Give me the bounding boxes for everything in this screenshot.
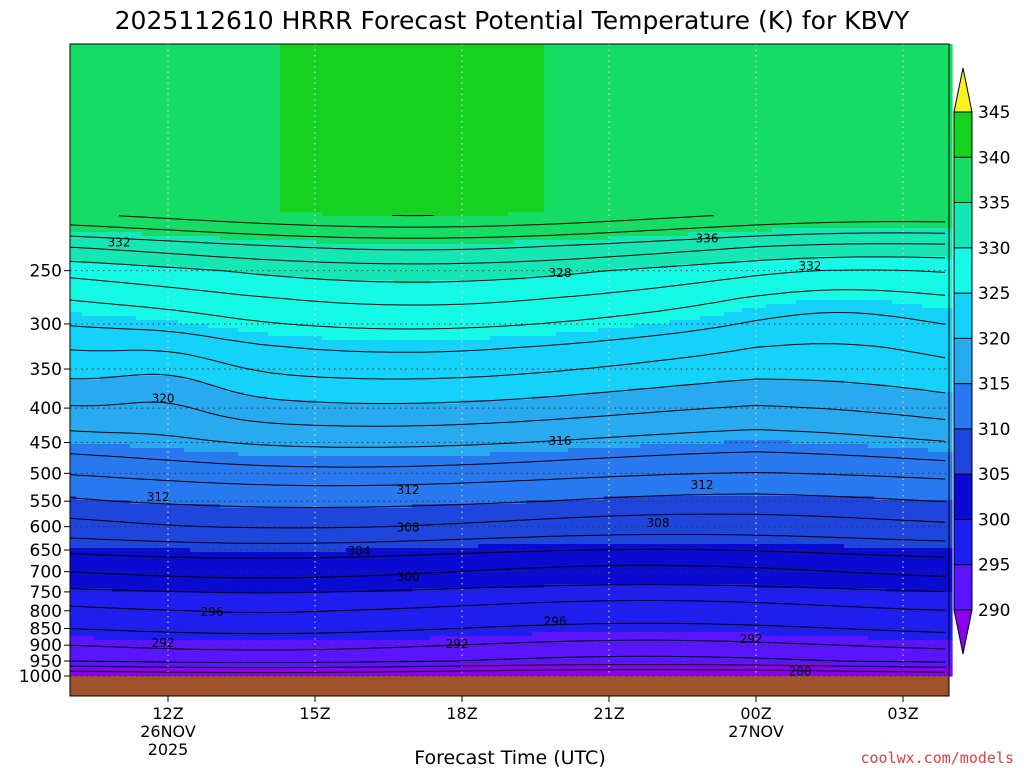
colorbar-swatch [954, 203, 972, 248]
contour-label: 296 [201, 605, 224, 619]
colorbar-swatch [954, 157, 972, 202]
contour-label: 292 [446, 637, 469, 651]
colorbar-label: 330 [978, 239, 1010, 259]
colorbar-label: 345 [978, 103, 1010, 123]
colorbar-label: 300 [978, 510, 1010, 530]
chart-title: 2025112610 HRRR Forecast Potential Tempe… [115, 6, 910, 35]
contour-label: 288 [789, 665, 812, 679]
x-tick-label: 18Z [446, 704, 477, 723]
colorbar-label: 310 [978, 420, 1010, 440]
colorbar-label: 290 [978, 601, 1010, 621]
contour-label: 332 [108, 235, 131, 249]
plot-fill [70, 44, 953, 677]
x-axis-label: Forecast Time (UTC) [414, 747, 605, 768]
x-tick-label: 03Z [887, 704, 918, 723]
contour-label: 328 [549, 266, 572, 280]
colorbar-label: 315 [978, 375, 1010, 395]
y-tick-label: 750 [30, 583, 62, 603]
contour-label: 308 [397, 521, 420, 535]
colorbar-label: 325 [978, 284, 1010, 304]
contour-label: 312 [397, 483, 420, 497]
contour-label: 296 [544, 615, 567, 629]
colorbar-swatch [954, 112, 972, 157]
y-tick-label: 250 [30, 262, 62, 282]
contour-label: 292 [740, 632, 763, 646]
x-tick-date: 27NOV [728, 722, 784, 741]
x-tick-label: 21Z [593, 704, 624, 723]
x-tick-year: 2025 [148, 740, 189, 759]
contour-label: 316 [549, 434, 572, 448]
x-tick-date: 26NOV [140, 722, 196, 741]
colorbar-swatch [954, 338, 972, 383]
contour-label: 312 [147, 490, 170, 504]
colorbar-swatch [954, 293, 972, 338]
y-tick-label: 700 [30, 563, 62, 583]
y-tick-label: 1000 [19, 667, 62, 687]
contour-label: 300 [397, 570, 420, 584]
colorbar-label: 335 [978, 194, 1010, 214]
x-tick-label: 12Z [152, 704, 183, 723]
y-tick-label: 350 [30, 360, 62, 380]
colorbar-swatch [954, 429, 972, 474]
ground [70, 676, 949, 696]
contour-label: 320 [152, 391, 175, 405]
colorbar-swatch [954, 565, 972, 610]
y-tick-label: 600 [30, 518, 62, 538]
y-tick-label: 650 [30, 541, 62, 561]
colorbar-label: 340 [978, 148, 1010, 168]
colorbar-swatch [954, 474, 972, 519]
y-tick-label: 400 [30, 399, 62, 419]
watermark: coolwx.com/models [860, 749, 1014, 767]
contour-label: 312 [691, 478, 714, 492]
x-tick-label: 00Z [740, 704, 771, 723]
contour-label: 332 [798, 259, 821, 273]
y-tick-label: 500 [30, 464, 62, 484]
colorbar-label: 320 [978, 329, 1010, 349]
colorbar-label: 305 [978, 465, 1010, 485]
colorbar-swatch [954, 248, 972, 293]
contour-label: 292 [152, 636, 175, 650]
y-tick-label: 450 [30, 434, 62, 454]
contour-label: 304 [348, 544, 371, 558]
colorbar-label: 295 [978, 556, 1010, 576]
contour-label: 336 [696, 232, 719, 246]
x-tick-label: 15Z [299, 704, 330, 723]
colorbar-swatch [954, 519, 972, 564]
y-tick-label: 300 [30, 315, 62, 335]
colorbar-swatch [954, 384, 972, 429]
y-tick-label: 550 [30, 492, 62, 512]
contour-label: 308 [647, 516, 670, 530]
